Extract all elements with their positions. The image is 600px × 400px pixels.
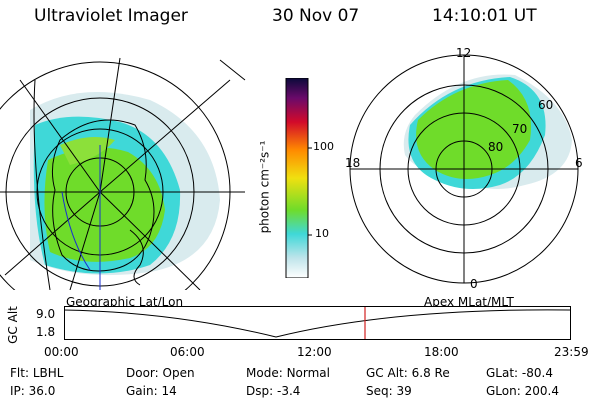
polar-plot bbox=[349, 54, 579, 284]
instrument-title: Ultraviolet Imager bbox=[34, 6, 188, 26]
status-gc-alt: GC Alt: 6.8 Re bbox=[366, 366, 450, 380]
status-seq: Seq: 39 bbox=[366, 384, 412, 398]
timeline-y-max: 9.0 bbox=[36, 307, 56, 321]
color-bar bbox=[285, 78, 312, 278]
timeline-tick-0000: 00:00 bbox=[44, 345, 79, 359]
timeline-tick-1800: 18:00 bbox=[424, 345, 459, 359]
status-ip: IP: 36.0 bbox=[10, 384, 56, 398]
colorbar-tick-100: 100 bbox=[313, 140, 334, 153]
status-mode: Mode: Normal bbox=[246, 366, 330, 380]
observation-date: 30 Nov 07 bbox=[272, 6, 360, 26]
status-filter: Flt: LBHL bbox=[10, 366, 64, 380]
mlt-label-noon: 12 bbox=[456, 46, 472, 60]
mlt-label-dusk: 18 bbox=[345, 156, 361, 170]
timeline-y-min: 1.8 bbox=[36, 325, 56, 339]
observation-time: 14:10:01 UT bbox=[432, 6, 537, 26]
timeline-tick-1200: 12:00 bbox=[297, 345, 332, 359]
status-door: Door: Open bbox=[126, 366, 195, 380]
apex-caption: Apex MLat/MLT bbox=[424, 295, 514, 309]
timeline-tick-2359: 23:59 bbox=[554, 345, 589, 359]
timeline-plot bbox=[64, 306, 571, 340]
status-gain: Gain: 14 bbox=[126, 384, 177, 398]
mlt-label-midnight: 0 bbox=[470, 277, 478, 291]
mlt-label-dawn: 6 bbox=[575, 156, 583, 170]
status-dsp: Dsp: -3.4 bbox=[246, 384, 301, 398]
geographic-caption: Geographic Lat/Lon bbox=[66, 295, 184, 309]
status-glon: GLon: 200.4 bbox=[486, 384, 559, 398]
status-glat: GLat: -80.4 bbox=[486, 366, 553, 380]
mlat-label-70: 70 bbox=[512, 122, 528, 136]
geographic-map bbox=[0, 57, 246, 290]
mlat-label-80: 80 bbox=[488, 140, 504, 154]
timeline-tick-0600: 06:00 bbox=[170, 345, 205, 359]
timeline-axis-label: GC Alt bbox=[5, 306, 20, 344]
mlat-label-60: 60 bbox=[538, 98, 554, 112]
colorbar-unit-label: photon cm⁻²s⁻¹ bbox=[257, 140, 272, 234]
colorbar-tick-10: 10 bbox=[315, 227, 329, 240]
